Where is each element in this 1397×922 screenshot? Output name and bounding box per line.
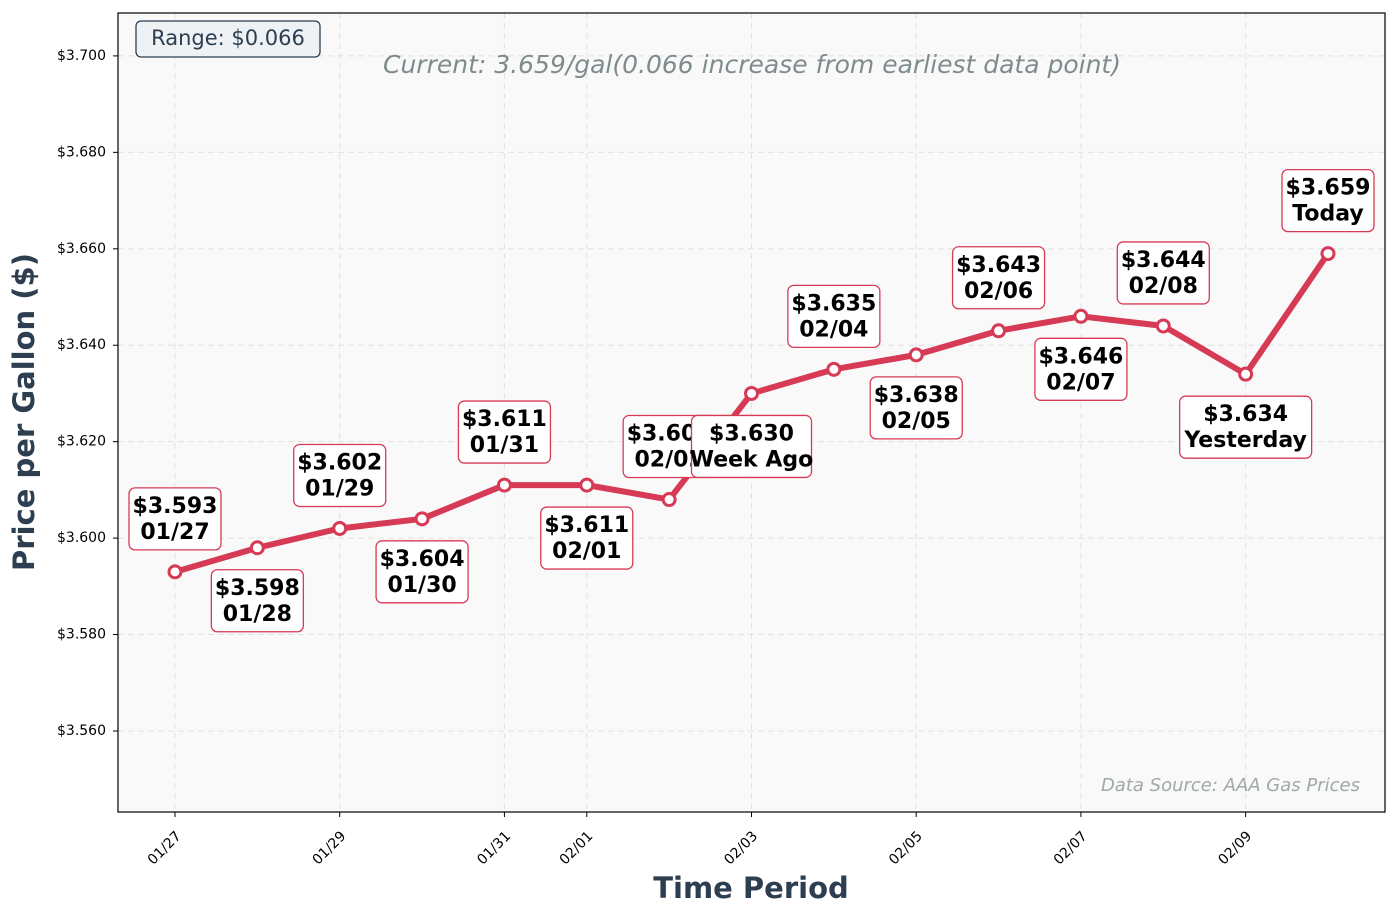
point-label: 01/30 — [387, 573, 456, 598]
x-tick-label: 02/03 — [721, 828, 761, 868]
marks: $3.59301/27$3.59801/28$3.60201/29$3.6040… — [128, 168, 1375, 633]
data-point — [1320, 246, 1336, 262]
x-tick-label: 01/27 — [145, 828, 185, 868]
point-label: 01/31 — [470, 433, 539, 458]
annotation-box — [1116, 241, 1210, 305]
data-point — [249, 540, 265, 556]
x-tick-label: 02/01 — [557, 828, 597, 868]
x-tick-label: 02/09 — [1215, 828, 1255, 868]
point-label: 02/08 — [1129, 274, 1198, 299]
value-label: $3.634 — [1203, 402, 1288, 427]
data-point — [1155, 318, 1171, 334]
data-point — [167, 564, 183, 580]
annotation-box — [540, 506, 634, 570]
annotation-box — [210, 569, 305, 633]
range-box — [135, 20, 321, 58]
x-tick-label: 02/07 — [1051, 828, 1091, 868]
annotation-box — [1281, 168, 1375, 233]
data-point — [908, 347, 924, 363]
y-tick-label: $3.580 — [57, 627, 106, 643]
annotation-box — [1034, 337, 1128, 401]
annotation-box — [457, 400, 552, 464]
point-label: 01/29 — [305, 476, 374, 501]
annotation-box — [1178, 395, 1313, 459]
annotation-box — [293, 443, 387, 508]
annotation-box — [951, 246, 1046, 310]
value-label: $3.604 — [380, 547, 465, 572]
x-axis-label: Time Period — [653, 871, 849, 905]
annotation-box — [375, 540, 469, 604]
x-tick-label: 02/05 — [886, 828, 926, 868]
point-label: 02/06 — [964, 279, 1033, 304]
data-point — [991, 323, 1007, 339]
point-label: 02/01 — [552, 539, 621, 564]
data-point — [744, 385, 759, 401]
point-label: Yesterday — [1183, 428, 1306, 453]
y-tick-label: $3.680 — [57, 144, 106, 160]
y-tick-label: $3.700 — [57, 48, 106, 64]
value-label: $3.593 — [133, 494, 218, 519]
data-point — [826, 361, 842, 377]
y-tick-label: $3.600 — [57, 530, 106, 546]
value-label: $3.635 — [791, 291, 876, 316]
value-label: $3.659 — [1286, 176, 1371, 201]
value-label: $3.638 — [874, 383, 959, 408]
point-label: 02/07 — [1046, 370, 1115, 395]
annotation-box — [690, 414, 813, 479]
data-point — [332, 520, 348, 536]
data-point — [579, 477, 595, 493]
range-text: Range: $0.066 — [151, 26, 305, 50]
point-label: 02/05 — [882, 409, 951, 434]
value-label: $3.643 — [956, 253, 1041, 278]
value-label: $3.644 — [1121, 248, 1206, 273]
y-tick-label: $3.620 — [57, 434, 106, 450]
x-tick-label: 01/31 — [474, 828, 514, 868]
point-label: Today — [1292, 202, 1363, 227]
point-label: 01/27 — [140, 520, 209, 545]
point-label: 02/04 — [799, 317, 868, 342]
value-label: $3.602 — [297, 450, 382, 475]
data-point — [1073, 308, 1089, 324]
value-label: $3.611 — [544, 513, 629, 538]
x-tick-label: 01/29 — [310, 828, 350, 868]
annotation-box — [869, 376, 963, 440]
grid — [118, 13, 1385, 812]
source-note: Data Source: AAA Gas Prices — [1101, 775, 1360, 796]
value-label: $3.646 — [1038, 344, 1123, 369]
value-label: $3.598 — [215, 576, 300, 601]
y-tick-label: $3.660 — [57, 241, 106, 257]
annotation-box — [128, 487, 222, 551]
y-axis-label: Price per Gallon ($) — [7, 253, 41, 571]
point-label: Week Ago — [690, 447, 814, 472]
value-label: $3.630 — [709, 421, 794, 446]
data-point — [1238, 366, 1254, 382]
data-point — [414, 511, 430, 527]
current-annotation: Current: 3.659/gal(0.066 increase from e… — [383, 50, 1121, 79]
annotation-box — [787, 284, 881, 348]
y-tick-label: $3.560 — [57, 723, 106, 739]
value-label: $3.611 — [462, 407, 547, 432]
data-point — [661, 492, 677, 508]
point-label: 01/28 — [223, 602, 292, 627]
y-tick-label: $3.640 — [57, 337, 106, 353]
data-point — [496, 477, 512, 493]
